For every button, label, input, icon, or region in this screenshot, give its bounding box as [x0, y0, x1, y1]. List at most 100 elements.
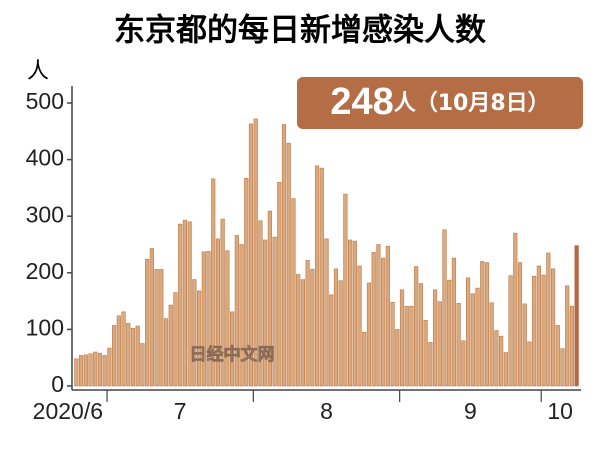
bar: [329, 294, 334, 387]
bar: [513, 232, 518, 387]
bar: [201, 251, 206, 387]
bar: [432, 289, 438, 387]
bar: [456, 303, 461, 387]
bar: [121, 311, 126, 387]
watermark: 日经中文网: [190, 344, 275, 365]
bar: [489, 302, 494, 387]
bar: [503, 352, 508, 387]
bar: [555, 325, 560, 387]
bar: [404, 305, 409, 387]
x-tick-label: 7: [174, 398, 187, 424]
bar: [390, 301, 395, 387]
bar: [145, 258, 150, 387]
bar: [78, 355, 84, 387]
bar: [494, 330, 499, 387]
bar: [149, 248, 154, 387]
bar: [348, 239, 353, 387]
bar: [395, 329, 400, 387]
bar: [192, 279, 197, 387]
bar: [220, 218, 225, 387]
bar: [74, 358, 79, 387]
bar: [546, 252, 551, 387]
bar: [324, 238, 329, 387]
bar: [102, 355, 107, 387]
bar: [248, 123, 254, 387]
bar: [560, 348, 565, 387]
bar: [536, 265, 541, 387]
bar: [414, 266, 419, 387]
bar: [310, 269, 315, 387]
bar: [277, 181, 282, 387]
bar: [159, 269, 164, 387]
bar: [522, 303, 527, 387]
y-tick-label: 200: [26, 258, 64, 284]
bar: [234, 235, 239, 387]
bar: [239, 244, 244, 387]
bar: [258, 220, 263, 387]
bar: [333, 268, 339, 387]
bar: [116, 315, 121, 387]
bar: [211, 178, 216, 387]
x-tick-label: 8: [320, 398, 333, 424]
bar: [399, 289, 405, 387]
bar: [371, 252, 376, 387]
bar: [442, 229, 447, 387]
bar: [230, 311, 235, 387]
y-tick-label: 100: [26, 314, 64, 340]
bar: [88, 353, 93, 387]
bar: [428, 342, 433, 387]
bar: [182, 219, 188, 387]
bar: [437, 301, 442, 387]
y-tick-label: 500: [26, 88, 64, 114]
bar: [338, 280, 343, 387]
bar: [154, 269, 159, 387]
bar: [362, 331, 367, 387]
bar: [447, 279, 452, 387]
bar: [173, 292, 178, 387]
bar: [352, 240, 357, 387]
bar: [418, 283, 423, 387]
y-unit: 人: [27, 59, 49, 84]
bar: [263, 239, 268, 387]
annotation-box: [297, 77, 583, 129]
bar: [550, 268, 556, 387]
bar: [565, 285, 570, 387]
x-tick-label: 10: [547, 398, 573, 424]
bar: [244, 177, 249, 387]
bar: [569, 305, 575, 387]
bar: [163, 318, 169, 387]
bar: [178, 223, 183, 387]
bar: [296, 274, 301, 387]
annotation: 248人（10月8日）: [330, 81, 549, 123]
bar: [267, 210, 272, 387]
x-tick-label: 9: [464, 398, 477, 424]
bar: [107, 347, 112, 387]
bar: [130, 327, 136, 387]
bar: [480, 261, 485, 387]
bar: [112, 325, 117, 387]
bar: [140, 343, 145, 387]
bar: [508, 275, 513, 387]
bar: [451, 257, 457, 387]
bar: [541, 274, 546, 387]
bar: [83, 354, 88, 387]
bar: [381, 257, 386, 387]
chart-title: 东京都的每日新增感染人数: [114, 13, 486, 49]
bar: [305, 260, 310, 387]
bar: [357, 265, 362, 387]
bar: [574, 245, 579, 387]
bar: [409, 305, 414, 387]
bar: [300, 279, 305, 387]
bar: [206, 250, 211, 387]
y-tick-label: 400: [26, 145, 64, 171]
bar: [319, 167, 324, 387]
bar: [517, 262, 523, 387]
bar: [281, 124, 287, 387]
bar: [168, 304, 173, 387]
bar: [461, 340, 466, 387]
bar: [196, 290, 202, 387]
bar: [423, 320, 428, 387]
bar: [291, 198, 296, 387]
bar: [135, 325, 140, 387]
